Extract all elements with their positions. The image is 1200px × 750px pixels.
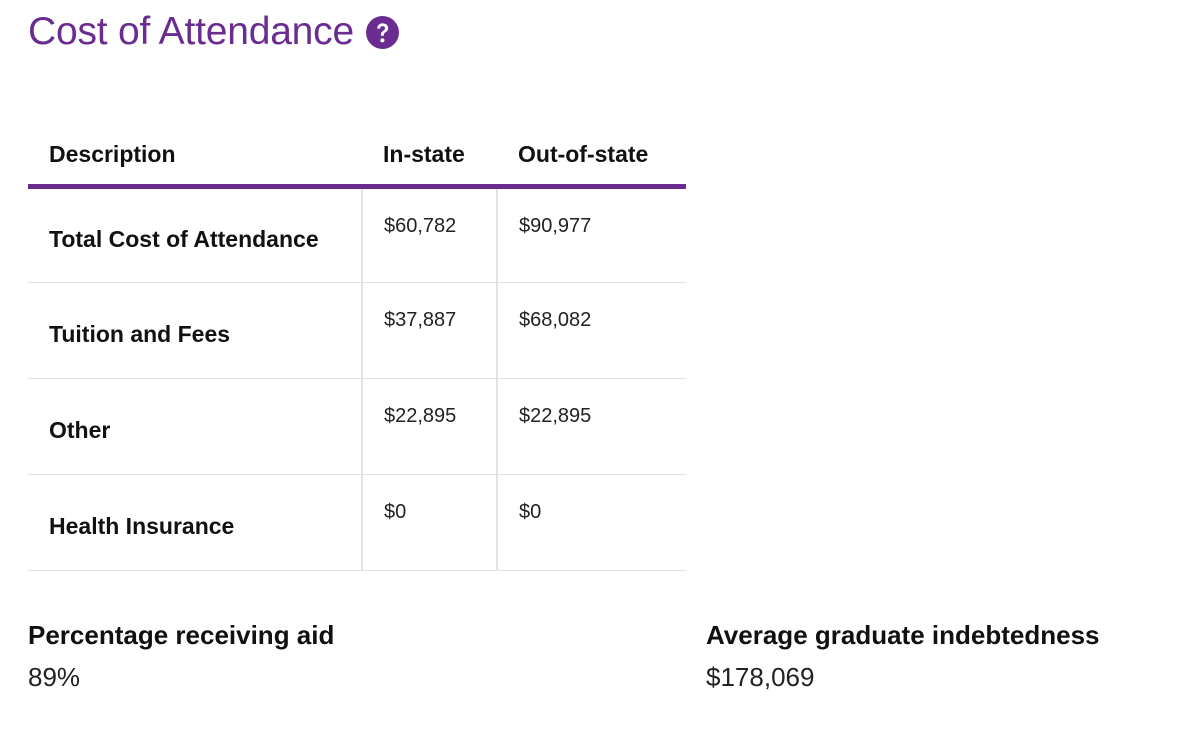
row-description: Health Insurance [28, 474, 362, 571]
out-of-state-value: $22,895 [496, 378, 686, 475]
page-header: Cost of Attendance [28, 8, 399, 56]
indebtedness-stat-value: $178,069 [706, 662, 815, 692]
aid-stat-label: Percentage receiving aid [28, 620, 335, 650]
column-header-description: Description [28, 124, 362, 189]
column-header-in-state: In-state [362, 124, 497, 189]
row-description: Other [28, 378, 362, 475]
cost-table: Description In-state Out-of-state Total … [28, 124, 686, 571]
indebtedness-stat-label: Average graduate indebtedness [706, 620, 1100, 650]
in-state-value: $37,887 [361, 282, 497, 379]
out-of-state-value: $90,977 [496, 186, 686, 283]
aid-stat-value: 89% [28, 662, 81, 692]
row-description: Tuition and Fees [28, 282, 362, 379]
in-state-value: $22,895 [361, 378, 497, 475]
table-row: Total Cost of Attendance $60,782 $90,977 [28, 186, 686, 283]
out-of-state-value: $68,082 [496, 282, 686, 379]
in-state-value: $60,782 [361, 186, 497, 283]
in-state-value: $0 [361, 474, 497, 571]
table-row: Other $22,895 $22,895 [28, 378, 686, 475]
table-row: Tuition and Fees $37,887 $68,082 [28, 282, 686, 379]
page-title: Cost of Attendance [28, 10, 354, 53]
aid-stat: Percentage receiving aid 89% [28, 618, 334, 694]
out-of-state-value: $0 [496, 474, 686, 571]
indebtedness-stat: Average graduate indebtedness $178,069 [706, 618, 1100, 694]
table-row: Health Insurance $0 $0 [28, 474, 686, 571]
table-header-row: Description In-state Out-of-state [28, 124, 686, 189]
row-description: Total Cost of Attendance [28, 186, 362, 283]
column-header-out-of-state: Out-of-state [497, 124, 686, 189]
question-circle-icon[interactable] [365, 15, 399, 49]
